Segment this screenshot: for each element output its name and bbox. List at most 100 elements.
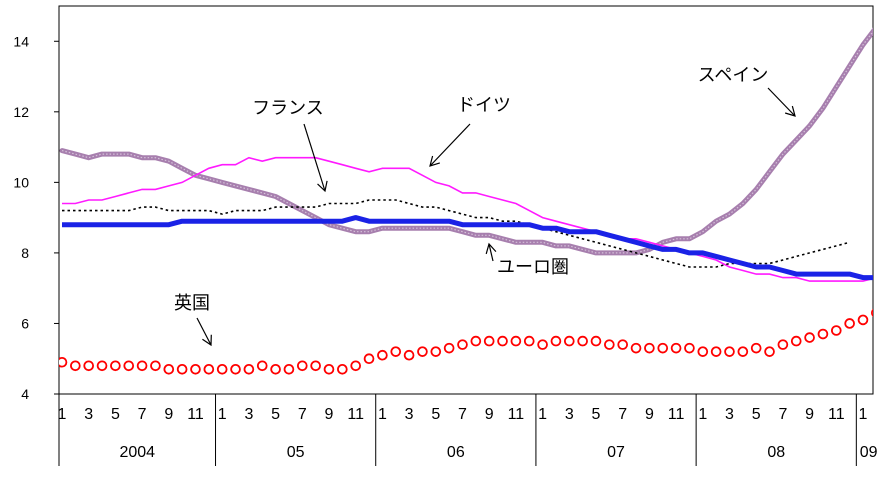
uk-data-point [510,335,522,347]
uk-data-point [750,342,762,354]
x-month-label: 3 [565,406,574,423]
year-label: 2004 [119,444,155,461]
x-month-label: 9 [645,406,654,423]
x-month-label: 5 [111,406,120,423]
uk-data-point [270,364,281,375]
year-label: 07 [607,444,625,461]
x-month-label: 3 [405,406,414,423]
y-tick-label: 4 [21,386,29,402]
x-month-label: 11 [508,406,525,423]
annotation-arrow [303,123,326,192]
x-month-label: 9 [325,406,334,423]
x-month-label: 5 [752,406,761,423]
year-label: 09 [860,444,878,461]
uk-data-point [724,346,735,357]
uk-data-point [390,346,402,357]
uk-data-point [577,335,588,347]
uk-data-point [243,364,255,375]
year-label: 05 [287,444,305,461]
uk-data-point [590,335,602,347]
uk-data-point [110,360,121,372]
uk-data-point [670,342,682,354]
y-axis: 4 6 8 10 12 14 [13,33,59,402]
annotation-label: ユーロ圏 [497,257,569,277]
uk-data-point [136,360,148,372]
x-month-label: 11 [828,406,845,423]
y-tick-label: 6 [21,315,29,331]
uk-data-point [283,364,295,375]
uk-data-point [363,353,375,365]
uk-data-point [163,364,175,375]
x-month-label: 7 [138,406,147,423]
uk-data-point [497,335,508,347]
uk-data-point [457,339,468,350]
y-tick-label: 12 [13,104,29,120]
uk-data-point [604,339,615,350]
x-month-label: 1 [218,406,227,423]
annotation-label: 英国 [174,293,210,313]
uk-data-point [657,342,669,354]
x-month-label: 1 [58,406,67,423]
y-tick-label: 10 [13,174,29,190]
x-month-label: 5 [592,406,601,423]
annotation-arrow [429,123,471,167]
uk-data-point [310,360,321,372]
uk-data-point [203,364,215,375]
uk-data-point [697,346,709,357]
y-tick-label: 8 [21,245,29,261]
x-month-label: 9 [485,406,494,423]
annotation-label: スペイン [698,65,769,85]
uk-data-point [871,308,873,317]
eurozone-line [62,215,873,281]
x-month-label: 7 [458,406,467,423]
uk-data-point [403,349,415,361]
y-tick-label: 14 [13,33,29,49]
uk-data-point [83,360,94,372]
uk-data-point [644,342,655,354]
x-month-label: 5 [431,406,440,423]
uk-data-point [256,360,268,372]
x-month-label: 3 [244,406,253,423]
uk-data-point [323,364,335,375]
x-month-label: 1 [538,406,547,423]
x-month-label: 7 [618,406,627,423]
uk-data-point [483,335,495,347]
x-month-label: 7 [298,406,307,423]
plot-area [58,5,874,395]
x-month-label: 7 [778,406,787,423]
uk-data-point [443,342,455,354]
uk-data-point [96,360,108,372]
uk-data-point [830,325,842,336]
annotation-arrowhead [317,180,328,193]
uk-data-point [537,339,548,350]
uk-data-point [684,342,695,354]
x-axis: 1 3 5 7 9 11 1 3 5 7 9 11 1 3 5 7 9 11 1 3 5 7 9 11 1 3 5 7 9 11 12004… [58,394,878,466]
x-month-label: 1 [698,406,707,423]
x-month-label: 9 [805,406,814,423]
x-month-label: 11 [187,406,204,423]
annotation-arrowhead [485,242,497,255]
uk-data-point [710,346,722,357]
x-month-label: 1 [378,406,387,423]
annotation-label: フランス [252,98,324,118]
uk-data-point [817,328,829,340]
uk-data-point [430,346,442,357]
annotation-arrowhead [202,334,212,347]
annotation-label: ドイツ [457,95,511,115]
uk-data-point [216,364,228,375]
uk-data-point [230,364,241,375]
uk-data-point [350,360,362,372]
uk-data-point [857,314,869,326]
annotation-arrow [488,243,494,262]
france-line [62,199,850,268]
x-month-label: 5 [271,406,280,423]
uk-data-point [804,332,815,343]
uk-data-point [190,364,201,375]
uk-data-point [59,356,68,368]
uk-data-point [844,318,855,329]
x-month-label: 3 [725,406,734,423]
uk-data-point [764,346,775,357]
annotation-arrow [196,317,212,346]
